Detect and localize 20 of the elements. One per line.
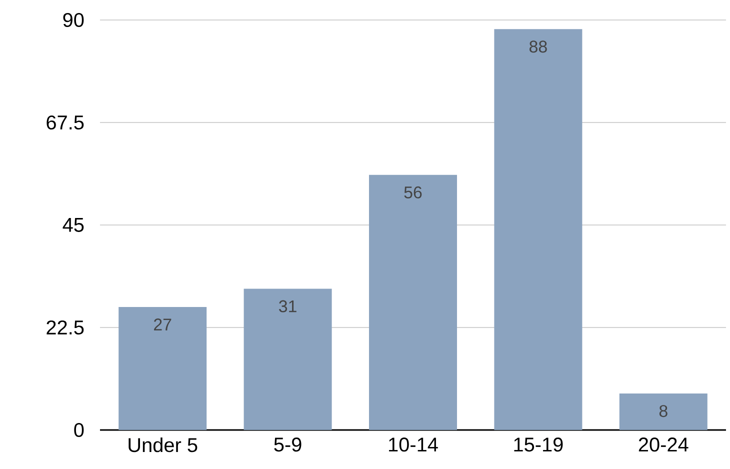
y-tick-label: 45 — [62, 218, 84, 232]
x-tick-label: 20-24 — [638, 438, 688, 452]
data-label: 8 — [659, 405, 668, 418]
x-tick-label: 5-9 — [274, 438, 302, 452]
x-tick-label: Under 5 — [128, 438, 198, 452]
y-tick-label: 22.5 — [46, 320, 84, 335]
data-label: 27 — [154, 318, 172, 330]
x-tick-label: 15-19 — [514, 438, 563, 452]
y-tick-label: 90 — [63, 12, 84, 28]
data-label: 56 — [404, 186, 422, 198]
bar — [619, 394, 708, 430]
x-tick-label: 10-14 — [389, 438, 438, 452]
bar — [118, 307, 207, 430]
bar — [244, 288, 332, 430]
y-tick-label: 67.5 — [46, 115, 84, 130]
bar — [494, 29, 582, 430]
data-label: 31 — [279, 300, 296, 312]
y-tick-label: 0 — [74, 422, 84, 438]
data-label: 88 — [530, 40, 547, 53]
bar — [369, 174, 458, 430]
